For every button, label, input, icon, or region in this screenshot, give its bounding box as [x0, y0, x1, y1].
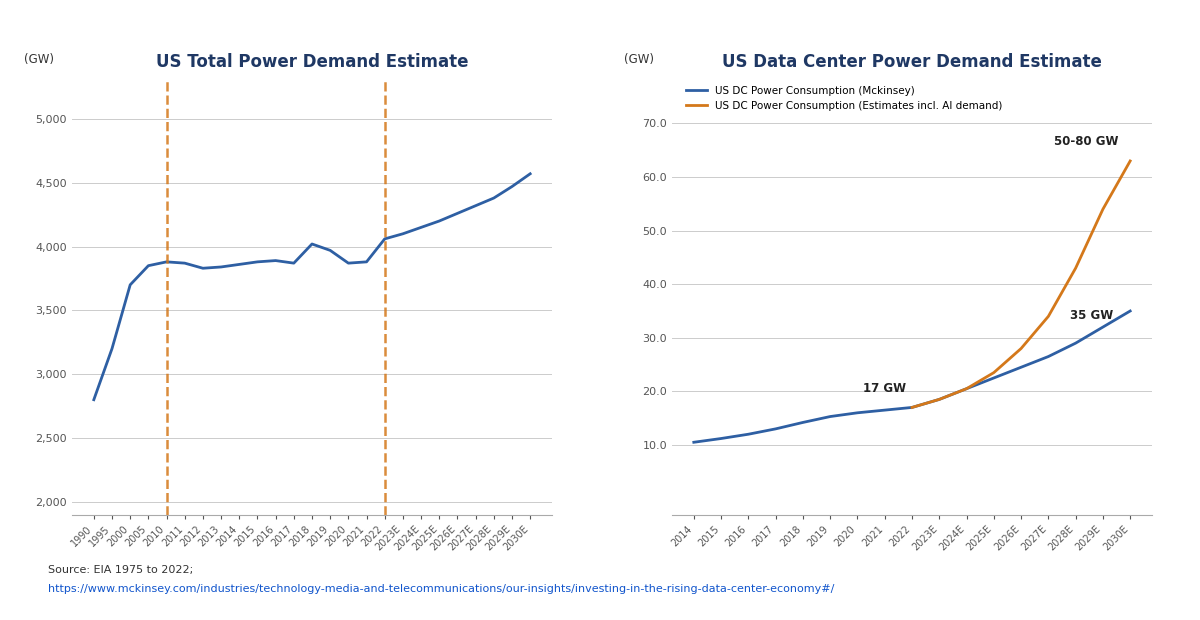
Text: 35 GW: 35 GW — [1070, 309, 1114, 322]
Text: 50-80 GW: 50-80 GW — [1054, 135, 1118, 148]
Title: US Total Power Demand Estimate: US Total Power Demand Estimate — [156, 53, 468, 71]
Text: 17 GW: 17 GW — [863, 383, 906, 396]
Text: https://www.mckinsey.com/industries/technology-media-and-telecommunications/our-: https://www.mckinsey.com/industries/tech… — [48, 584, 834, 594]
Title: US Data Center Power Demand Estimate: US Data Center Power Demand Estimate — [722, 53, 1102, 71]
Text: Source: EIA 1975 to 2022;: Source: EIA 1975 to 2022; — [48, 565, 193, 575]
Text: (GW): (GW) — [24, 53, 54, 66]
Text: (GW): (GW) — [624, 53, 654, 66]
Legend: US DC Power Consumption (Mckinsey), US DC Power Consumption (Estimates incl. AI : US DC Power Consumption (Mckinsey), US D… — [682, 81, 1007, 115]
